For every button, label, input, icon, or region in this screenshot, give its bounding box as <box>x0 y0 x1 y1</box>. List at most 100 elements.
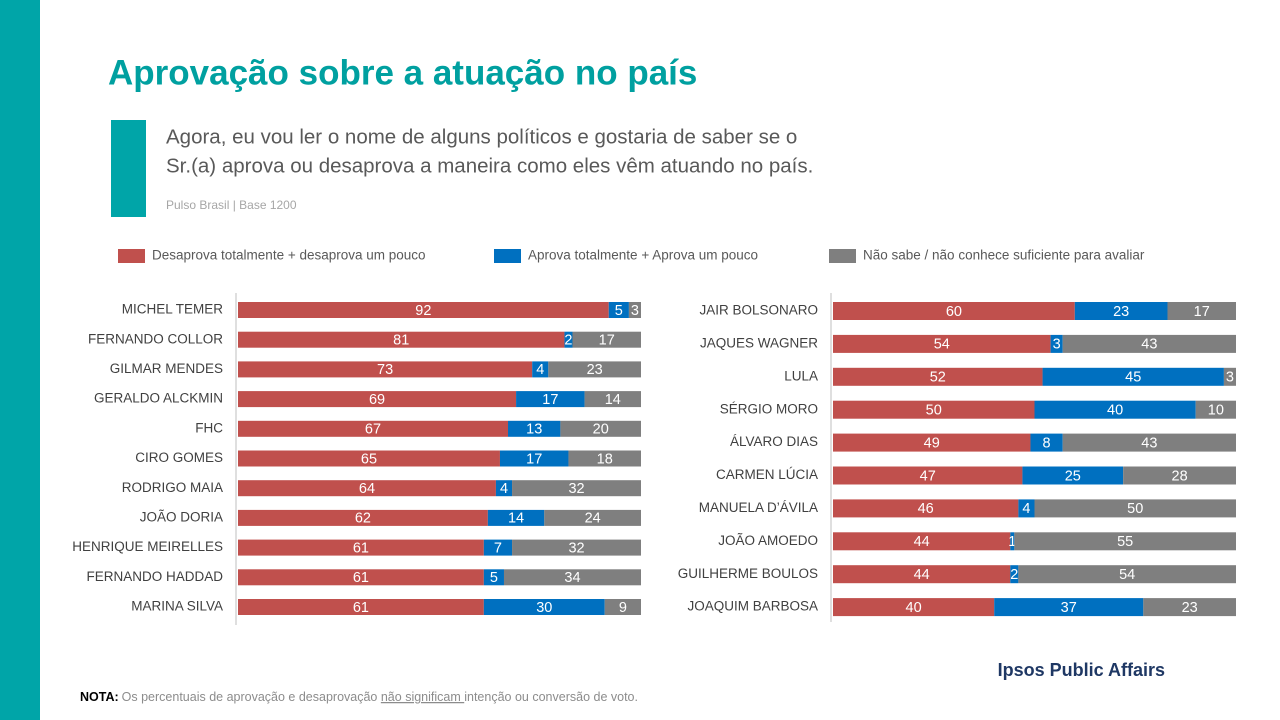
category-label: LULA <box>784 368 818 383</box>
value-label: 50 <box>926 403 942 419</box>
value-label: 23 <box>587 362 603 378</box>
value-label: 5 <box>490 570 498 586</box>
category-label: GUILHERME BOULOS <box>678 566 818 581</box>
note-emphasis: não significam <box>381 690 464 704</box>
value-label: 4 <box>536 362 544 378</box>
value-label: 17 <box>542 392 558 408</box>
bar-segment: Aprova totalmente + Aprova um pouco <box>483 599 605 615</box>
value-label: 92 <box>415 303 431 319</box>
question-line: Agora, eu vou ler o nome de alguns polít… <box>166 125 797 148</box>
value-label: 44 <box>914 534 930 550</box>
legend-label: Aprova totalmente + Aprova um pouco <box>528 248 758 263</box>
bar-segment: Desaprova totalmente + desaprova um pouc… <box>238 331 565 348</box>
category-label: GERALDO ALCKMIN <box>94 391 223 406</box>
bar-segment: Aprova totalmente + Aprova um pouco <box>483 569 504 586</box>
bar-segment: Não sabe / não conhece suficiente para a… <box>628 302 641 318</box>
bar-segment: Desaprova totalmente + desaprova um pouc… <box>238 420 509 437</box>
side-strip <box>0 0 40 720</box>
value-label: 34 <box>564 570 580 586</box>
category-label: JAQUES WAGNER <box>700 335 818 350</box>
value-label: 4 <box>1022 501 1030 517</box>
bar-segment: Não sabe / não conhece suficiente para a… <box>1014 532 1236 551</box>
category-label: MARINA SILVA <box>131 599 223 614</box>
bar-segment: Aprova totalmente + Aprova um pouco <box>564 331 573 348</box>
bar-segment: Aprova totalmente + Aprova um pouco <box>608 302 629 318</box>
brand: Ipsos Public Affairs <box>998 660 1165 680</box>
bar-segment: Não sabe / não conhece suficiente para a… <box>572 331 641 348</box>
legend-label: Desaprova totalmente + desaprova um pouc… <box>152 248 426 263</box>
category-label: MICHEL TEMER <box>122 302 224 317</box>
bar-segment: Aprova totalmente + Aprova um pouco <box>499 450 569 467</box>
bar-segment: Não sabe / não conhece suficiente para a… <box>560 420 641 437</box>
bar-segment: Desaprova totalmente + desaprova um pouc… <box>238 539 484 556</box>
bar-segment: Desaprova totalmente + desaprova um pouc… <box>238 450 500 467</box>
bar-segment: Desaprova totalmente + desaprova um pouc… <box>238 599 484 615</box>
legend-swatch <box>494 249 521 263</box>
value-label: 62 <box>355 511 371 527</box>
value-label: 3 <box>1226 370 1234 386</box>
value-label: 17 <box>1194 304 1210 320</box>
category-label: FERNANDO COLLOR <box>88 331 223 346</box>
value-label: 10 <box>1208 403 1224 419</box>
bar-segment: Não sabe / não conhece suficiente para a… <box>1223 367 1236 386</box>
legend-label: Não sabe / não conhece suficiente para a… <box>863 248 1145 263</box>
value-label: 28 <box>1172 468 1188 484</box>
category-label: MANUELA D’ÁVILA <box>699 500 818 515</box>
category-label: GILMAR MENDES <box>110 361 223 376</box>
bar-segment: Aprova totalmente + Aprova um pouco <box>532 361 549 378</box>
value-label: 3 <box>1053 337 1061 353</box>
value-label: 60 <box>946 304 962 320</box>
value-label: 7 <box>494 540 502 556</box>
bar-segment: Desaprova totalmente + desaprova um pouc… <box>833 499 1019 518</box>
value-label: 1 <box>1008 534 1016 550</box>
bar-segment: Não sabe / não conhece suficiente para a… <box>1018 565 1236 584</box>
value-label: 50 <box>1127 501 1143 517</box>
value-label: 13 <box>526 422 542 438</box>
value-label: 17 <box>526 451 542 467</box>
bar-segment: Aprova totalmente + Aprova um pouco <box>1022 466 1124 485</box>
bar-segment: Aprova totalmente + Aprova um pouco <box>1074 302 1168 320</box>
bar-segment: Desaprova totalmente + desaprova um pouc… <box>833 598 995 617</box>
value-label: 24 <box>585 511 601 527</box>
value-label: 67 <box>365 422 381 438</box>
bar-segment: Não sabe / não conhece suficiente para a… <box>1062 433 1236 452</box>
value-label: 43 <box>1141 337 1157 353</box>
value-label: 9 <box>619 600 627 616</box>
bar-segment: Aprova totalmente + Aprova um pouco <box>487 509 545 526</box>
value-label: 43 <box>1141 435 1157 451</box>
value-label: 54 <box>934 337 950 353</box>
bar-segment: Não sabe / não conhece suficiente para a… <box>548 361 641 378</box>
slide-title: Aprovação sobre a atuação no país <box>108 53 697 92</box>
value-label: 18 <box>597 451 613 467</box>
value-label: 40 <box>906 600 922 616</box>
value-label: 54 <box>1119 567 1135 583</box>
value-label: 14 <box>605 392 621 408</box>
note-text: Os percentuais de aprovação e desaprovaç… <box>122 690 381 704</box>
bar-segment: Não sabe / não conhece suficiente para a… <box>512 480 641 497</box>
bar-segment: Desaprova totalmente + desaprova um pouc… <box>833 565 1011 584</box>
bar-segment: Aprova totalmente + Aprova um pouco <box>1018 499 1035 518</box>
category-label: CARMEN LÚCIA <box>716 467 818 482</box>
category-label: JOÃO AMOEDO <box>718 533 818 548</box>
bar-segment: Não sabe / não conhece suficiente para a… <box>1195 400 1236 419</box>
bar-segment: Aprova totalmente + Aprova um pouco <box>1030 433 1063 452</box>
value-label: 37 <box>1061 600 1077 616</box>
value-label: 69 <box>369 392 385 408</box>
bar-segment: Não sabe / não conhece suficiente para a… <box>1123 466 1236 485</box>
category-label: JOAQUIM BARBOSA <box>687 599 818 614</box>
question-line: Sr.(a) aprova ou desaprova a maneira com… <box>166 154 813 177</box>
category-label: FERNANDO HADDAD <box>86 569 223 584</box>
category-label: SÉRGIO MORO <box>720 401 818 416</box>
bar-segment: Aprova totalmente + Aprova um pouco <box>483 539 513 556</box>
value-label: 8 <box>1043 435 1051 451</box>
bar-segment: Não sabe / não conhece suficiente para a… <box>604 599 641 615</box>
bar-segment: Desaprova totalmente + desaprova um pouc… <box>833 302 1075 320</box>
category-label: JAIR BOLSONARO <box>699 303 818 318</box>
value-label: 3 <box>631 303 639 319</box>
bar-segment: Aprova totalmente + Aprova um pouco <box>994 598 1144 617</box>
bar-segment: Aprova totalmente + Aprova um pouco <box>1050 334 1063 353</box>
legend-swatch <box>118 249 145 263</box>
source: Pulso Brasil | Base 1200 <box>166 198 297 212</box>
bar-segment: Aprova totalmente + Aprova um pouco <box>1010 532 1015 551</box>
